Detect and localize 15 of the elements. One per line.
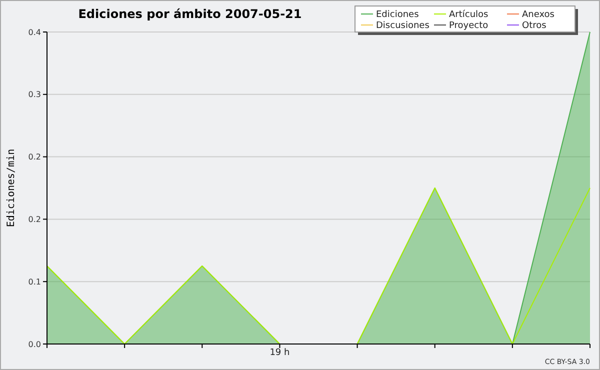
y-tick-label: 0.0 xyxy=(28,340,41,349)
legend-label: Proyecto xyxy=(449,21,489,32)
legend-label: Discusiones xyxy=(376,21,430,32)
y-tick-label: 0.1 xyxy=(28,277,41,286)
y-tick-label: 0.4 xyxy=(28,28,41,37)
y-tick-label: 0.2 xyxy=(28,215,41,224)
y-tick-label: 0.3 xyxy=(28,90,41,100)
y-tick-label: 0.2 xyxy=(28,152,41,162)
chart-title: Ediciones por ámbito 2007-05-21 xyxy=(78,7,302,21)
legend-label: Ediciones xyxy=(376,10,420,20)
y-axis-title: Ediciones/min xyxy=(6,148,17,228)
legend-label: Anexos xyxy=(522,10,555,20)
legend-label: Artículos xyxy=(449,9,489,20)
x-tick-label: 19 h xyxy=(270,348,290,358)
legend-label: Otros xyxy=(522,21,547,32)
